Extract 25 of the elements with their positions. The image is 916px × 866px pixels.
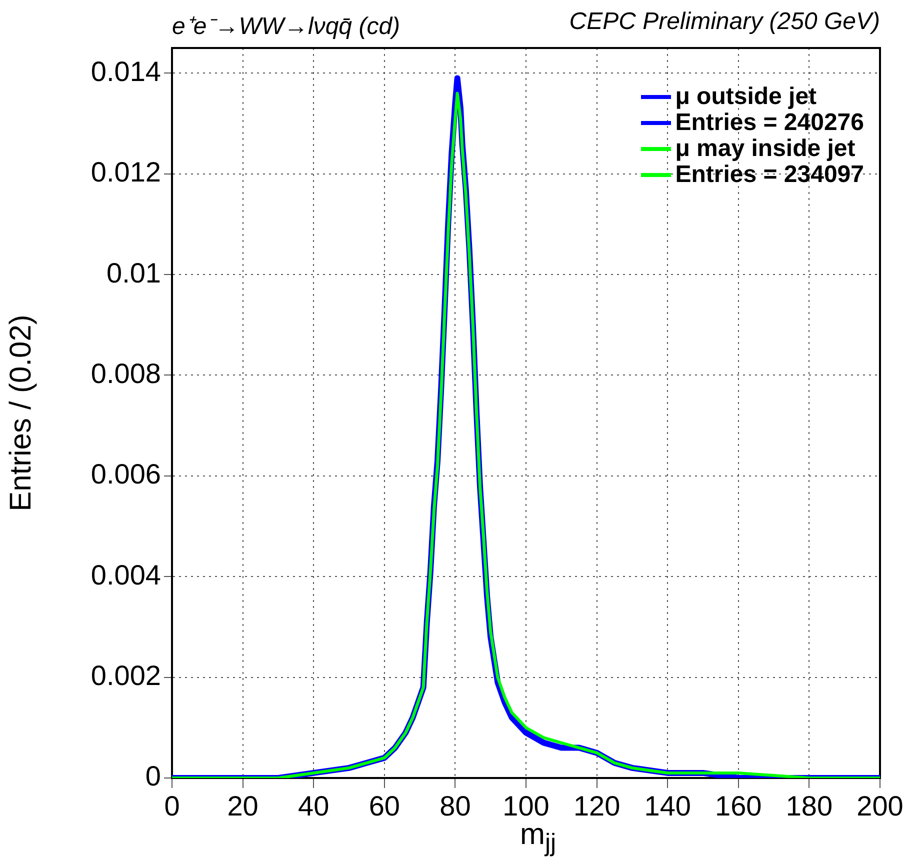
chart-subtitle: CEPC Preliminary (250 GeV) — [569, 8, 880, 36]
y-tick-label: 0.01 — [106, 257, 161, 288]
y-tick-label: 0.002 — [90, 660, 161, 692]
x-tick-label: 120 — [573, 790, 620, 822]
annotation: Entries = 234097 — [675, 161, 864, 188]
x-tick-label: 60 — [368, 790, 400, 822]
y-tick-label: 0.012 — [90, 156, 161, 188]
annotation: Entries = 240276 — [675, 109, 864, 136]
x-tick-label: 40 — [298, 790, 330, 822]
x-tick-label: 200 — [856, 790, 904, 822]
chart-title: e⁺e⁻→WW→lνqq̄ (cd) — [172, 12, 400, 41]
legend-label: μ outside jet — [675, 83, 817, 110]
y-axis-title: Entries / (0.02) — [4, 314, 38, 512]
x-tick-label: 140 — [644, 790, 691, 822]
x-tick-label: 180 — [786, 790, 833, 822]
x-tick-label: 0 — [164, 790, 180, 822]
y-tick-label: 0.006 — [90, 458, 161, 490]
legend-label: μ may inside jet — [675, 135, 856, 162]
y-tick-label: 0.004 — [90, 559, 161, 590]
x-tick-label: 80 — [440, 790, 471, 822]
x-tick-label: 20 — [227, 790, 258, 822]
x-tick-label: 160 — [715, 790, 762, 822]
y-tick-label: 0.014 — [90, 56, 161, 87]
y-tick-label: 0.008 — [90, 358, 161, 389]
y-tick-label: 0 — [145, 760, 161, 792]
